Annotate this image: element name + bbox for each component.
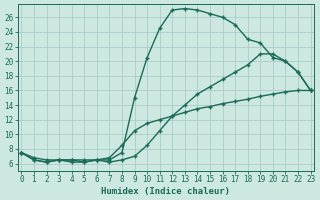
X-axis label: Humidex (Indice chaleur): Humidex (Indice chaleur) [101,187,230,196]
